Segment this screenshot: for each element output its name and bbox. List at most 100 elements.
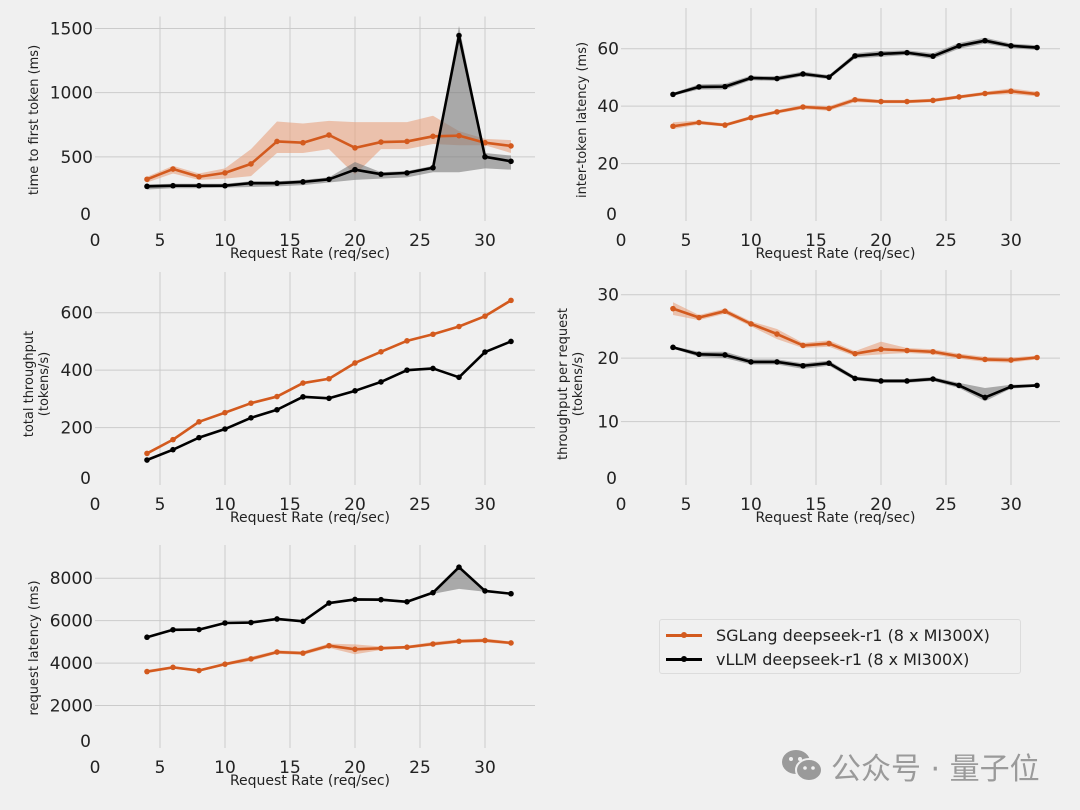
y-axis-label-line: throughput per request (556, 308, 571, 460)
y-tick-label: 500 (61, 148, 93, 168)
data-point-vllm (696, 351, 702, 358)
data-point-sglang (852, 350, 858, 357)
confidence-band-sglang (147, 115, 511, 183)
data-point-sglang (482, 637, 488, 644)
data-point-sglang (326, 375, 332, 382)
x-tick-label: 0 (616, 495, 627, 515)
data-point-sglang (748, 321, 754, 327)
chart-panel-itl: 0 5 10 15 20 25 30 0 20 40 60 Request Rate (req/sec… (575, 8, 1060, 262)
x-axis-label: Request Rate (req/sec) (230, 246, 390, 262)
data-point-sglang (378, 139, 384, 145)
legend-item-sglang: SGLang deepseek-r1 (8 x MI300X) (666, 624, 990, 646)
data-point-vllm (930, 53, 936, 59)
y-axis-label: total throughput(tokens/s) (22, 331, 52, 438)
data-point-vllm (878, 378, 884, 384)
data-point-sglang (404, 138, 410, 145)
legend-item-vllm: vLLM deepseek-r1 (8 x MI300X) (666, 648, 969, 670)
data-point-vllm (378, 596, 384, 603)
data-point-sglang (430, 133, 436, 140)
data-point-vllm (1034, 44, 1040, 51)
x-tick-label: 15 (279, 758, 301, 778)
data-point-sglang (300, 139, 306, 146)
x-tick-label: 20 (344, 758, 366, 778)
data-point-vllm (274, 406, 280, 413)
data-point-vllm (1034, 382, 1040, 389)
x-tick-label: 25 (409, 495, 431, 515)
vllm-line-swatch-icon (666, 656, 702, 662)
data-point-sglang (170, 436, 176, 443)
data-point-sglang (670, 123, 676, 130)
data-point-sglang (1034, 91, 1040, 97)
chart-panel-total_throughput: 0 5 10 15 20 25 30 0 200 400 600 Request Rate (req/… (22, 272, 535, 526)
data-point-sglang (878, 346, 884, 353)
data-point-vllm (170, 446, 176, 453)
y-tick-label: 200 (61, 419, 93, 439)
y-tick-label: 0 (80, 205, 91, 225)
sglang-line-swatch-icon (666, 632, 702, 638)
data-point-sglang (222, 409, 228, 416)
wechat-icon (781, 748, 823, 784)
data-point-sglang (456, 323, 462, 330)
x-tick-label: 0 (90, 231, 101, 251)
data-point-sglang (430, 331, 436, 338)
data-point-vllm (456, 564, 462, 570)
data-point-vllm (274, 616, 280, 622)
data-point-sglang (508, 297, 514, 304)
y-axis-label-line: request latency (ms) (27, 580, 42, 715)
y-tick-label: 2000 (50, 697, 93, 717)
data-point-sglang (352, 360, 358, 366)
data-point-sglang (1008, 88, 1014, 95)
data-point-vllm (404, 170, 410, 176)
x-tick-label: 0 (90, 495, 101, 515)
data-point-vllm (144, 183, 150, 190)
y-tick-label: 60 (597, 40, 619, 60)
data-point-vllm (248, 415, 254, 421)
series-line-sglang (672, 89, 1038, 128)
data-point-sglang (456, 132, 462, 139)
data-point-vllm (722, 352, 728, 358)
y-tick-label: 600 (61, 304, 93, 324)
data-point-sglang (878, 98, 884, 105)
data-point-vllm (800, 362, 806, 369)
y-tick-label: 1500 (50, 20, 93, 40)
data-point-sglang (378, 348, 384, 355)
data-point-vllm (904, 49, 910, 56)
data-point-sglang (982, 356, 988, 363)
data-point-sglang (696, 314, 702, 321)
x-tick-label: 10 (214, 758, 236, 778)
x-tick-label: 5 (681, 231, 692, 251)
x-tick-label: 5 (155, 495, 166, 515)
x-tick-label: 0 (90, 758, 101, 778)
data-point-sglang (300, 380, 306, 386)
data-point-sglang (248, 656, 254, 662)
legend-label: vLLM deepseek-r1 (8 x MI300X) (716, 649, 970, 669)
data-point-sglang (774, 109, 780, 115)
data-point-sglang (222, 170, 228, 176)
data-point-sglang (1008, 357, 1014, 363)
data-point-sglang (826, 105, 832, 112)
data-point-sglang (248, 400, 254, 406)
data-point-vllm (482, 349, 488, 355)
data-point-vllm (326, 395, 332, 402)
data-point-sglang (404, 338, 410, 344)
y-axis-label: time to first token (ms) (27, 45, 42, 195)
data-point-sglang (144, 450, 150, 457)
data-point-sglang (722, 122, 728, 128)
data-point-sglang (800, 342, 806, 349)
data-point-sglang (670, 305, 676, 312)
y-tick-label: 400 (61, 361, 93, 381)
data-point-sglang (404, 644, 410, 650)
x-axis-label: Request Rate (req/sec) (230, 510, 390, 526)
data-point-sglang (904, 347, 910, 354)
x-tick-label: 25 (409, 231, 431, 251)
data-point-vllm (852, 53, 858, 59)
x-tick-label: 25 (409, 758, 431, 778)
legend: SGLang deepseek-r1 (8 x MI300X) vLLM dee… (659, 619, 1021, 674)
x-tick-label: 30 (474, 758, 496, 778)
x-tick-label: 15 (279, 231, 301, 251)
data-point-sglang (508, 640, 514, 646)
y-axis-label: request latency (ms) (27, 580, 42, 715)
data-point-sglang (352, 145, 358, 151)
data-point-vllm (1008, 43, 1014, 49)
y-tick-label: 8000 (50, 569, 93, 589)
